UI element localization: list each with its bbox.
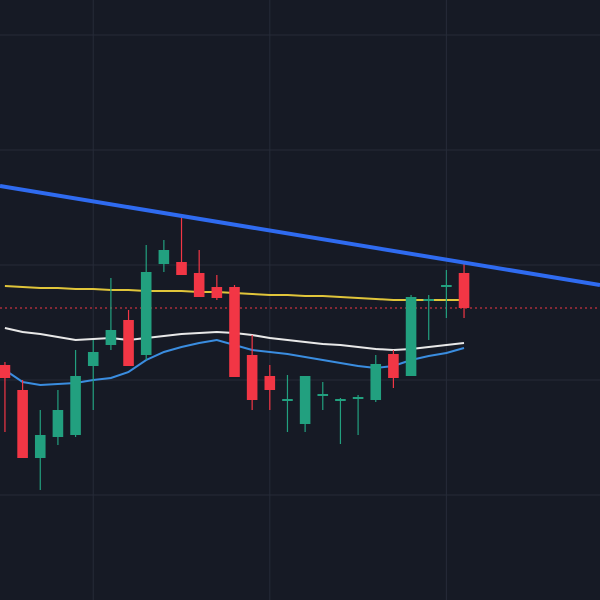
- candle-body: [299, 376, 311, 424]
- candle-body: [458, 273, 470, 308]
- candle-body: [264, 376, 276, 390]
- trend-line: [0, 184, 600, 287]
- candle-body: [52, 410, 64, 437]
- candle-body: [441, 285, 452, 287]
- candle-body: [176, 262, 187, 275]
- candle-body: [105, 330, 117, 345]
- candle-body: [388, 354, 399, 378]
- candle-body: [352, 397, 364, 399]
- candle-body: [70, 376, 81, 435]
- candle-body: [282, 399, 293, 401]
- candle-body: [211, 287, 223, 298]
- candle-body: [0, 365, 11, 378]
- candle-body: [229, 287, 240, 377]
- candle-body: [193, 273, 205, 297]
- candle-body: [246, 355, 258, 400]
- candle-body: [123, 320, 134, 366]
- candle-body: [87, 352, 99, 366]
- candle-body: [335, 399, 346, 401]
- candle-body: [34, 435, 46, 458]
- candle-body: [17, 390, 28, 458]
- candle-body: [158, 250, 170, 264]
- candle-body: [370, 364, 382, 400]
- candle-body: [140, 272, 152, 355]
- candle-body: [405, 297, 417, 376]
- candle-body: [423, 299, 435, 301]
- candle-body: [317, 394, 329, 396]
